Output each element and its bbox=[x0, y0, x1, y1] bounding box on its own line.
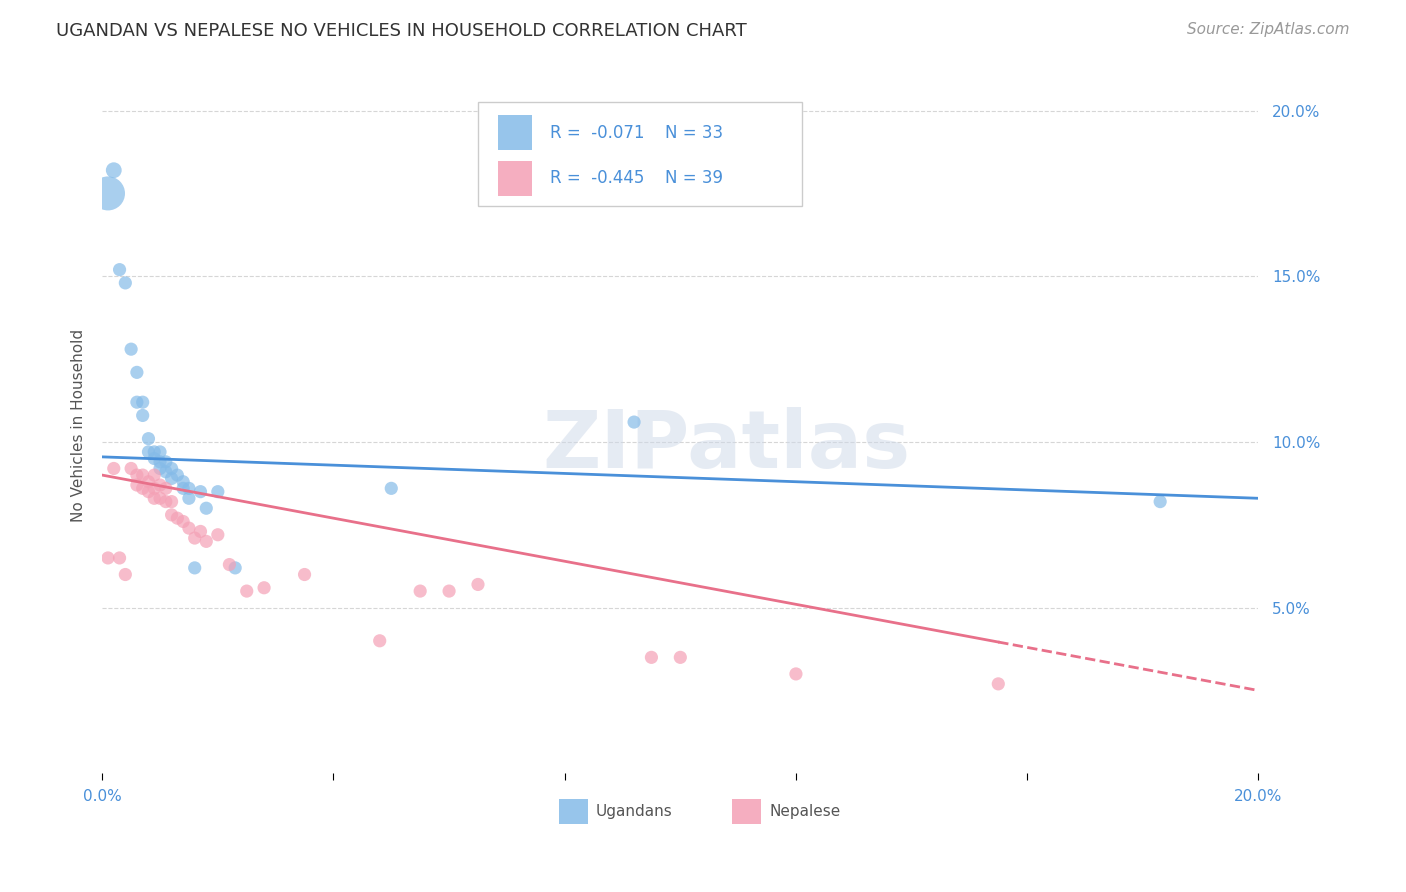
FancyBboxPatch shape bbox=[560, 799, 588, 824]
Point bbox=[467, 577, 489, 591]
Point bbox=[131, 395, 153, 409]
Y-axis label: No Vehicles in Household: No Vehicles in Household bbox=[72, 329, 86, 522]
Point bbox=[368, 633, 391, 648]
Point bbox=[195, 501, 218, 516]
Point bbox=[177, 481, 200, 495]
Point bbox=[143, 451, 166, 466]
Point bbox=[623, 415, 645, 429]
Point bbox=[114, 567, 136, 582]
Point bbox=[207, 527, 229, 541]
Text: UGANDAN VS NEPALESE NO VEHICLES IN HOUSEHOLD CORRELATION CHART: UGANDAN VS NEPALESE NO VEHICLES IN HOUSE… bbox=[56, 22, 747, 40]
Point bbox=[172, 475, 194, 489]
Point bbox=[149, 491, 172, 506]
Point bbox=[669, 650, 692, 665]
Point bbox=[131, 468, 153, 483]
Point bbox=[437, 584, 460, 599]
Point bbox=[103, 461, 125, 475]
Point bbox=[131, 409, 153, 423]
Point bbox=[183, 561, 205, 575]
Point bbox=[166, 511, 188, 525]
Text: Source: ZipAtlas.com: Source: ZipAtlas.com bbox=[1187, 22, 1350, 37]
Point bbox=[160, 471, 183, 485]
Point bbox=[138, 475, 160, 489]
Point bbox=[114, 276, 136, 290]
Point bbox=[172, 481, 194, 495]
Point bbox=[253, 581, 276, 595]
Point bbox=[149, 455, 172, 469]
Point bbox=[138, 432, 160, 446]
Point bbox=[138, 445, 160, 459]
Point bbox=[235, 584, 257, 599]
Point bbox=[125, 395, 148, 409]
Point bbox=[183, 531, 205, 545]
Point bbox=[108, 262, 131, 277]
Point bbox=[149, 461, 172, 475]
Point bbox=[103, 163, 125, 178]
Point bbox=[149, 445, 172, 459]
Point bbox=[108, 550, 131, 565]
Point bbox=[120, 461, 142, 475]
Point bbox=[987, 677, 1010, 691]
Point bbox=[97, 186, 120, 201]
Point bbox=[143, 468, 166, 483]
Point bbox=[1149, 494, 1171, 508]
Point bbox=[177, 521, 200, 535]
Point bbox=[207, 484, 229, 499]
Point bbox=[195, 534, 218, 549]
Point bbox=[640, 650, 662, 665]
Point bbox=[97, 550, 120, 565]
Point bbox=[294, 567, 316, 582]
Point bbox=[143, 491, 166, 506]
Text: ZIPatlas: ZIPatlas bbox=[543, 408, 911, 485]
Point bbox=[160, 461, 183, 475]
Point bbox=[125, 468, 148, 483]
Point bbox=[160, 508, 183, 522]
Point bbox=[120, 342, 142, 356]
Point bbox=[190, 484, 212, 499]
Point bbox=[166, 468, 188, 483]
FancyBboxPatch shape bbox=[733, 799, 761, 824]
FancyBboxPatch shape bbox=[498, 161, 533, 195]
Point bbox=[409, 584, 432, 599]
Point bbox=[155, 465, 177, 479]
Point bbox=[138, 484, 160, 499]
Point bbox=[155, 481, 177, 495]
Text: R =  -0.445: R = -0.445 bbox=[550, 169, 644, 187]
Point bbox=[125, 365, 148, 379]
Point bbox=[131, 481, 153, 495]
Point bbox=[149, 478, 172, 492]
Text: N = 33: N = 33 bbox=[665, 124, 724, 142]
Point bbox=[177, 491, 200, 506]
FancyBboxPatch shape bbox=[478, 102, 801, 206]
FancyBboxPatch shape bbox=[498, 115, 533, 150]
Point bbox=[172, 515, 194, 529]
Point bbox=[143, 445, 166, 459]
Text: N = 39: N = 39 bbox=[665, 169, 723, 187]
Point bbox=[190, 524, 212, 539]
Point bbox=[143, 481, 166, 495]
Point bbox=[155, 455, 177, 469]
Text: Nepalese: Nepalese bbox=[769, 804, 841, 819]
Point bbox=[224, 561, 246, 575]
Point bbox=[380, 481, 402, 495]
Point bbox=[155, 494, 177, 508]
Text: Ugandans: Ugandans bbox=[596, 804, 672, 819]
Point bbox=[218, 558, 240, 572]
Point bbox=[125, 478, 148, 492]
Point bbox=[785, 667, 807, 681]
Text: R =  -0.071: R = -0.071 bbox=[550, 124, 644, 142]
Point bbox=[160, 494, 183, 508]
